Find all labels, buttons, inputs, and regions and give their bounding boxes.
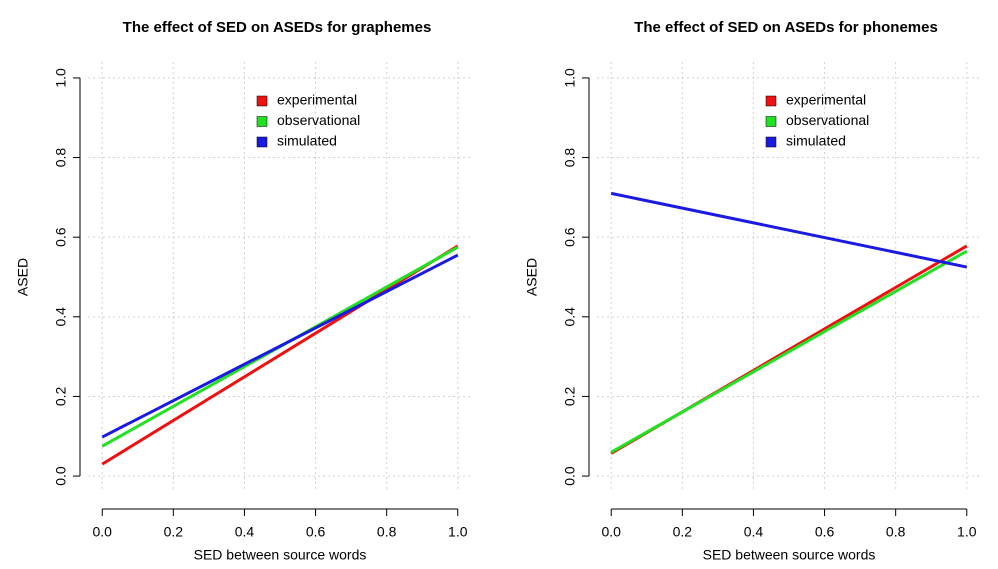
x-tick-label: 0.0 (601, 524, 621, 540)
legend-label: experimental (786, 92, 866, 108)
legend-label: simulated (786, 133, 846, 149)
legend-swatch (256, 136, 268, 148)
legend-label: simulated (277, 133, 337, 149)
x-tick-label: 0.2 (164, 524, 184, 540)
series-line (101, 244, 459, 466)
chart-title: The effect of SED on ASEDs for graphemes (123, 19, 432, 36)
legend-label: observational (277, 112, 360, 128)
y-tick-label: 0.0 (562, 466, 578, 486)
y-tick-label: 0.4 (53, 307, 69, 327)
x-tick-label: 0.4 (235, 524, 255, 540)
y-axis-label: ASED (524, 258, 540, 296)
x-tick-label: 0.8 (377, 524, 397, 540)
y-tick-label: 0.8 (53, 148, 69, 168)
legend-swatch (256, 95, 268, 107)
x-tick-label: 0.6 (306, 524, 326, 540)
series-line (610, 191, 968, 269)
x-tick-label: 1.0 (957, 524, 977, 540)
y-tick-label: 0.4 (562, 307, 578, 327)
x-tick-label: 0.0 (92, 524, 112, 540)
x-tick-label: 0.8 (886, 524, 906, 540)
y-tick-label: 1.0 (53, 68, 69, 88)
x-tick-label: 0.2 (673, 524, 693, 540)
y-tick-label: 0.8 (562, 148, 578, 168)
legend-swatch (256, 116, 268, 127)
y-tick-label: 0.6 (53, 227, 69, 247)
y-tick-label: 0.2 (53, 387, 69, 407)
legend-swatch (765, 136, 777, 148)
legend-label: observational (786, 112, 869, 128)
x-tick-label: 0.4 (744, 524, 764, 540)
y-tick-label: 0.6 (562, 227, 578, 247)
y-tick-label: 0.0 (53, 466, 69, 486)
chart-title: The effect of SED on ASEDs for phonemes (634, 19, 938, 36)
y-tick-label: 0.2 (562, 387, 578, 407)
legend-label: experimental (277, 92, 357, 108)
series-line (101, 253, 459, 439)
legend-swatch (765, 116, 777, 127)
x-tick-label: 0.6 (815, 524, 835, 540)
y-axis-label: ASED (15, 258, 31, 296)
y-tick-label: 1.0 (562, 68, 578, 88)
x-axis-label: SED between source words (703, 547, 876, 563)
series-line (610, 249, 968, 454)
legend-swatch (765, 95, 777, 107)
x-tick-label: 1.0 (448, 524, 468, 540)
x-axis-label: SED between source words (194, 547, 367, 563)
